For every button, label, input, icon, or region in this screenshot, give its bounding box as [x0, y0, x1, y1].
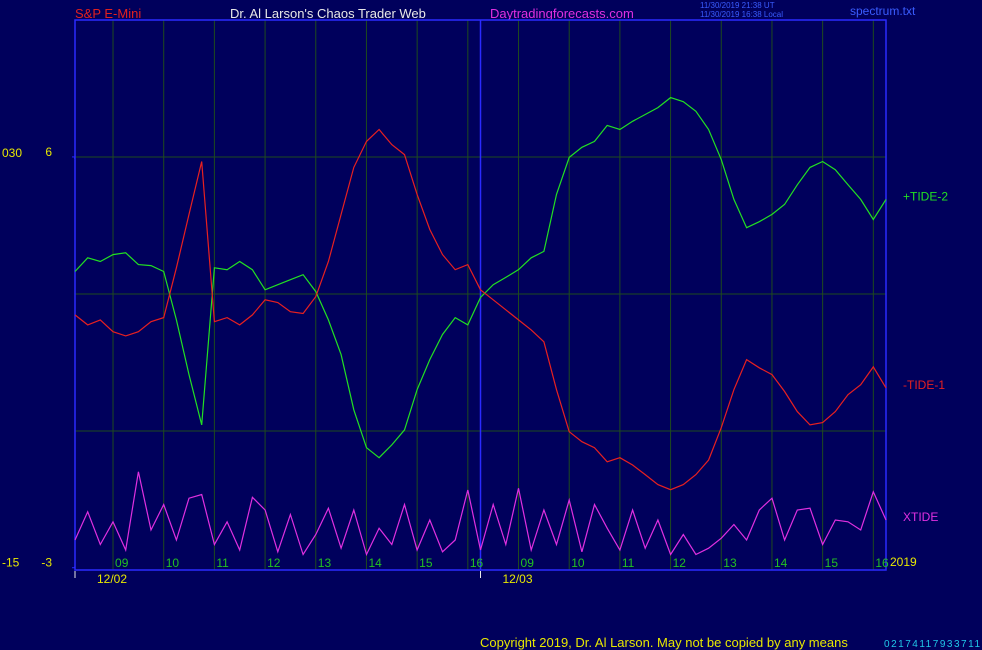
y-tick-label: 6: [45, 145, 52, 159]
series-line: [74, 128, 887, 491]
series-label: +TIDE-2: [903, 189, 948, 203]
y2-tick-label: 030: [2, 146, 22, 160]
instrument: S&P E-Mini: [75, 6, 141, 21]
x-tick-label: 13: [318, 556, 332, 570]
y2-tick-label: -15: [2, 555, 20, 569]
series-label: -TIDE-1: [903, 378, 945, 392]
plot-border: [74, 19, 887, 571]
x-tick-label: 15: [419, 556, 433, 570]
copyright: Copyright 2019, Dr. Al Larson. May not b…: [480, 635, 848, 650]
y-tick-label: -3: [41, 556, 52, 570]
timestamp: 11/30/2019 16:38 Local: [700, 10, 783, 19]
series-line: [74, 96, 887, 459]
x-tick-label: 10: [166, 556, 180, 570]
chart-title: Dr. Al Larson's Chaos Trader Web: [230, 6, 426, 21]
x-tick-label: 09: [115, 556, 129, 570]
timestamp: 11/30/2019 21:38 UT: [700, 1, 775, 10]
x-tick-label: 16: [875, 556, 889, 570]
x-tick-label: 16: [470, 556, 484, 570]
series-label: XTIDE: [903, 510, 938, 524]
x-tick-label: 14: [368, 556, 382, 570]
x-tick-label: 10: [571, 556, 585, 570]
x-tick-label: 13: [723, 556, 737, 570]
x-tick-label: 11: [622, 556, 635, 570]
x-tick-label: 09: [521, 556, 535, 570]
x-tick-label: 11: [216, 556, 229, 570]
x-tick-label: 12: [267, 556, 281, 570]
date-label: 12/02: [97, 572, 127, 586]
date-label: 12/03: [503, 572, 533, 586]
year-label: 2019: [890, 555, 917, 569]
file-name: spectrum.txt: [850, 4, 916, 18]
x-tick-label: 15: [825, 556, 839, 570]
series-line: [74, 471, 887, 557]
footer-code: 02174117933711: [884, 639, 980, 650]
x-tick-label: 12: [673, 556, 687, 570]
x-tick-label: 14: [774, 556, 788, 570]
site: Daytradingforecasts.com: [490, 6, 634, 21]
